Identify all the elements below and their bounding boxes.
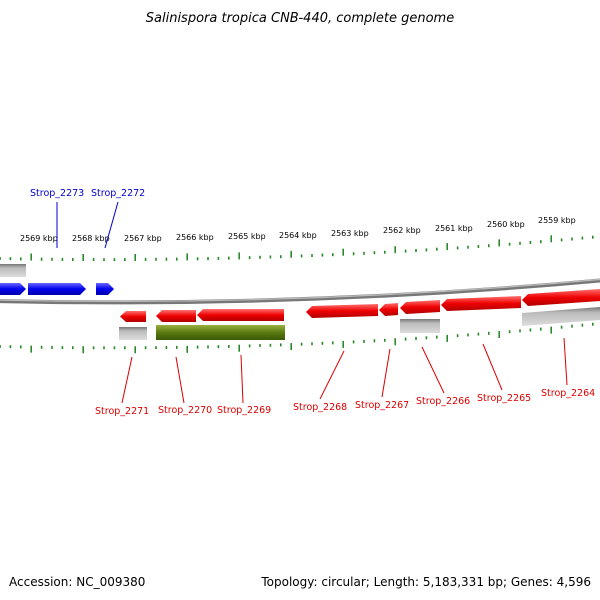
scale-label: 2568 kbp — [72, 234, 110, 243]
gene-label-strop-2270[interactable]: Strop_2270 — [158, 405, 212, 416]
rna-feature-2266[interactable] — [400, 319, 440, 333]
scale-label: 2562 kbp — [383, 226, 421, 235]
genome-backbone — [0, 278, 600, 305]
gene-label-strop-2266[interactable]: Strop_2266 — [416, 396, 470, 407]
gene-strop-2272-arrow[interactable] — [96, 283, 114, 295]
gene-strop-2268-arrow[interactable] — [306, 304, 378, 318]
gene-label-strop-2265[interactable]: Strop_2265 — [477, 393, 531, 404]
rna-feature-upper[interactable] — [0, 264, 26, 277]
gene-strop-2269-arrow[interactable] — [197, 309, 284, 321]
gene-strop-2266-arrow[interactable] — [400, 300, 440, 314]
scale-label: 2564 kbp — [279, 231, 317, 240]
gene-strop-2271-arrow[interactable] — [120, 311, 146, 322]
gene-strop-2273-arrow[interactable] — [28, 283, 86, 295]
gene-label-strop-2273[interactable]: Strop_2273 — [30, 188, 84, 199]
gene-strop-2270-arrow[interactable] — [156, 310, 196, 322]
label-leader-line — [104, 201, 119, 249]
genome-summary-text: Topology: circular; Length: 5,183,331 bp… — [260, 575, 591, 589]
gene-label-strop-2267[interactable]: Strop_2267 — [355, 400, 409, 411]
scale-labels: 2569 kbp 2568 kbp 2567 kbp 2566 kbp 2565… — [20, 216, 576, 243]
scale-label: 2569 kbp — [20, 234, 58, 243]
gene-label-strop-2271[interactable]: Strop_2271 — [95, 406, 149, 417]
genome-backbone-highlight — [0, 278, 600, 303]
gene-label-strop-2269[interactable]: Strop_2269 — [217, 405, 271, 416]
rna-feature-2271[interactable] — [119, 327, 147, 340]
gene-strop-2264-arrow[interactable] — [522, 289, 600, 306]
scale-label: 2561 kbp — [435, 224, 473, 233]
gene-strop-2265-arrow[interactable] — [441, 296, 521, 311]
scale-label: 2559 kbp — [538, 216, 576, 225]
rna-feature-2264[interactable] — [522, 307, 600, 326]
gene-label-strop-2272[interactable]: Strop_2272 — [91, 188, 145, 199]
scale-label: 2566 kbp — [176, 233, 214, 242]
gene-label-strop-2264[interactable]: Strop_2264 — [541, 388, 595, 399]
highlighted-gene-region[interactable] — [156, 325, 285, 340]
gene-strop-2267-arrow[interactable] — [379, 303, 398, 316]
top-scale-ticks — [0, 235, 594, 262]
scale-label: 2565 kbp — [228, 232, 266, 241]
scale-label: 2560 kbp — [487, 220, 525, 229]
scale-label: 2567 kbp — [124, 234, 162, 243]
gene-strop-2274-arrow[interactable] — [0, 283, 26, 295]
accession-text: Accession: NC_009380 — [9, 575, 145, 589]
gene-label-strop-2268[interactable]: Strop_2268 — [293, 402, 347, 413]
bottom-label-leaders — [121, 337, 568, 404]
map-title: Salinispora tropica CNB-440, complete ge… — [146, 11, 454, 26]
bottom-scale-ticks — [0, 322, 594, 354]
scale-label: 2563 kbp — [331, 229, 369, 238]
